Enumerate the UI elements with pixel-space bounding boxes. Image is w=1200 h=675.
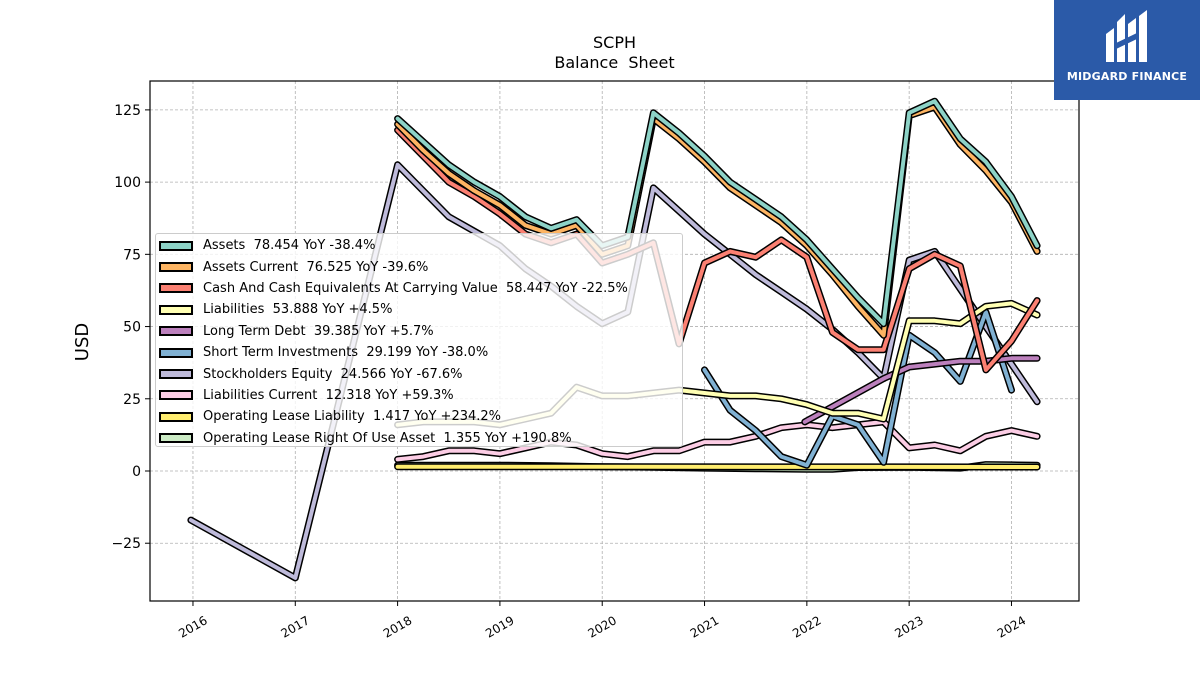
series-line [395, 419, 1040, 462]
legend-swatch [159, 433, 193, 444]
y-tick-label: 25 [123, 392, 141, 408]
legend-item: Assets Current 76.525 YoY -39.6% [159, 256, 682, 277]
x-tick-label: 2019 [483, 613, 516, 640]
legend-swatch [159, 326, 193, 337]
series-line [802, 356, 1040, 424]
chart-title: SCPH [593, 33, 636, 52]
legend-swatch [159, 240, 193, 251]
series-liabilities-current [394, 418, 1041, 463]
y-tick-label: 75 [123, 247, 141, 263]
legend-swatch [159, 262, 193, 273]
series-long-term-debt [801, 354, 1041, 426]
y-tick-label: −25 [111, 536, 141, 552]
legend-item: Liabilities 53.888 YoY +4.5% [159, 299, 682, 320]
legend-item: Assets 78.454 YoY -38.4% [159, 235, 682, 256]
brand-logo: MIDGARD FINANCE [1054, 0, 1200, 100]
series-assets-current [394, 103, 1041, 339]
legend-item: Operating Lease Liability 1.417 YoY +234… [159, 406, 682, 427]
legend-item: Liabilities Current 12.318 YoY +59.3% [159, 385, 682, 406]
legend-label: Liabilities 53.888 YoY +4.5% [203, 302, 393, 318]
series-line [702, 310, 1014, 468]
y-tick-label: 50 [123, 320, 141, 336]
legend-label: Short Term Investments 29.199 YoY -38.0% [203, 345, 489, 361]
series-short-term-investments [701, 308, 1015, 469]
legend-swatch [159, 411, 193, 422]
y-tick-label: 0 [132, 464, 141, 480]
x-tick-label: 2016 [176, 613, 209, 640]
legend-swatch [159, 390, 193, 401]
legend-label: Assets 78.454 YoY -38.4% [203, 238, 376, 254]
series-stockholders-equity [187, 161, 1041, 582]
midgard-logo-icon [1106, 10, 1147, 62]
plot-frame [149, 80, 1080, 602]
series-cash-and-cash-equivalents-at-carrying-value [394, 126, 1041, 374]
y-tick-label: 100 [114, 175, 141, 191]
y-tick-label: 125 [114, 103, 141, 119]
x-tick-label: 2023 [892, 613, 925, 640]
x-tick-label: 2024 [995, 613, 1028, 640]
x-axis-ticks: 2016 2017 2018 2019 2020 2021 2022 2023 2024 [176, 601, 1028, 641]
legend-label: Cash And Cash Equivalents At Carrying Va… [203, 280, 628, 296]
y-axis-ticks: −25 0 25 50 75 100 125 [111, 103, 150, 552]
legend-label: Assets Current 76.525 YoY -39.6% [203, 259, 429, 275]
legend-swatch [159, 304, 193, 315]
x-tick-label: 2017 [279, 613, 312, 640]
series-outline [701, 308, 1015, 469]
series-lines [187, 97, 1041, 582]
x-tick-label: 2020 [585, 613, 618, 640]
legend-item: Long Term Debt 39.385 YoY +5.7% [159, 321, 682, 342]
legend-item: Short Term Investments 29.199 YoY -38.0% [159, 342, 682, 363]
legend-swatch [159, 369, 193, 380]
series-line [188, 162, 1040, 580]
series-line [395, 99, 1040, 326]
chart-subtitle: Balance Sheet [554, 53, 674, 72]
series-assets [394, 97, 1041, 328]
legend-item: Stockholders Equity 24.566 YoY -67.6% [159, 363, 682, 384]
legend-item: Cash And Cash Equivalents At Carrying Va… [159, 278, 682, 299]
chart-legend: Assets 78.454 YoY -38.4% Assets Current 7… [155, 233, 683, 447]
y-axis-label: USD [72, 323, 93, 361]
series-line [395, 128, 1040, 372]
legend-swatch [159, 283, 193, 294]
legend-label: Liabilities Current 12.318 YoY +59.3% [203, 387, 454, 403]
legend-label: Stockholders Equity 24.566 YoY -67.6% [203, 366, 463, 382]
legend-label: Operating Lease Liability 1.417 YoY +234… [203, 409, 502, 425]
x-tick-label: 2022 [790, 613, 823, 640]
legend-label: Long Term Debt 39.385 YoY +5.7% [203, 323, 434, 339]
legend-label: Operating Lease Right Of Use Asset 1.355… [203, 430, 572, 446]
x-tick-label: 2021 [688, 613, 721, 640]
x-tick-label: 2018 [381, 613, 414, 640]
legend-swatch [159, 347, 193, 358]
brand-name: MIDGARD FINANCE [1066, 70, 1188, 83]
series-line [395, 105, 1040, 338]
legend-item: Operating Lease Right Of Use Asset 1.355… [159, 428, 682, 449]
